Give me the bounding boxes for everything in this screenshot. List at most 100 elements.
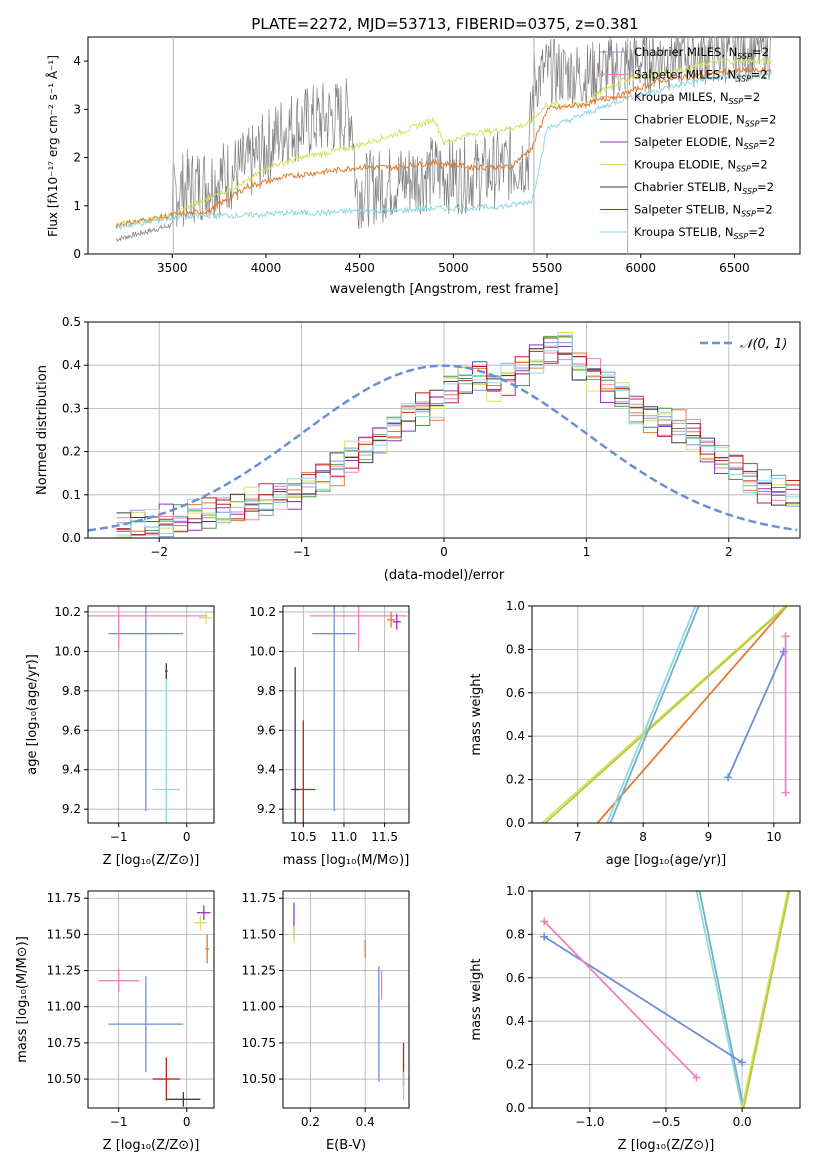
x-tick-label: 11.5 (371, 830, 398, 844)
spectrum-x-tick-label: 4500 (344, 261, 375, 275)
spectrum-y-tick-label: 4 (73, 54, 81, 68)
spectrum-panel: 3500 4000 4500 5000 5500 6000 6500 0 1 2 3 4 wavel… (45, 35, 801, 297)
y-tick-label: 0.4 (506, 729, 525, 743)
spectrum-y-ticks: 0 1 2 3 4 (73, 54, 88, 261)
residual-x-tick-label: 0 (440, 545, 448, 559)
x-tick-label: 9 (705, 830, 713, 844)
normal-legend-label: 𝒩(0, 1) (740, 337, 787, 352)
y-tick-label: 0.6 (506, 971, 525, 985)
spectrum-y-tick-label: 1 (73, 199, 81, 213)
residual-x-tick-label: 1 (583, 545, 591, 559)
legend-suffix: =2 (758, 135, 775, 149)
legend-label: Chabrier ELODIE, N (634, 113, 745, 127)
panel-y-label: age [log₁₀(age/yr)] (25, 654, 40, 775)
spectrum-x-tick-label: 4000 (251, 261, 282, 275)
x-tick-label: 10.5 (290, 830, 317, 844)
panel-x-label: Z [log₁₀(Z/Z⊙)] (103, 853, 200, 868)
legend-suffix: =2 (743, 90, 760, 104)
spectrum-series-0 (115, 35, 772, 243)
parameter-panel-3: 10.5 11.0 11.5 9.2 9.4 9.6 9.8 10.0 10.2 mass [lo… (249, 605, 410, 868)
weight-marker (724, 773, 733, 782)
legend-entry: Chabrier MILES, NSSP=2 (634, 45, 769, 61)
panel-marks (291, 606, 408, 823)
residual-y-tick-label: 0.5 (62, 315, 81, 329)
y-tick-label: 0.2 (506, 1058, 525, 1072)
residual-y-label: Normed distribution (35, 365, 50, 495)
legend-entry: Kroupa ELODIE, NSSP=2 (634, 158, 768, 174)
weight-marker (540, 917, 549, 926)
weight-line-5 (727, 651, 785, 778)
y-tick-label: 9.8 (257, 684, 276, 698)
spectrum-series-1 (115, 57, 772, 228)
parameter-panels: −1 0 9.2 9.4 9.6 9.8 10.0 10.2 Z [log₁₀(Z/Z⊙)] ag… (15, 599, 801, 1153)
legend-entry: Salpeter MILES, NSSP=2 (634, 68, 768, 84)
legend-suffix: =2 (760, 113, 777, 127)
weight-marker (738, 1058, 747, 1067)
legend-entry: Chabrier STELIB, NSSP=2 (634, 180, 774, 196)
x-tick-label: 7 (574, 830, 582, 844)
x-tick-label: 0.4 (356, 1115, 375, 1129)
residual-histogram-8 (116, 334, 800, 536)
y-tick-label: 9.2 (62, 802, 81, 816)
spectrum-lines (115, 35, 772, 243)
panel-x-label: mass [log₁₀(M/M⊙)] (283, 853, 410, 868)
panel-axes (87, 605, 215, 824)
weight-line-0 (596, 606, 788, 823)
legend-entry: Kroupa STELIB, NSSP=2 (634, 225, 765, 241)
x-tick-label: −0.5 (651, 1115, 680, 1129)
spectrum-y-label: Flux [fλ10⁻¹⁷ erg cm⁻² s⁻¹ Å⁻¹] (45, 55, 60, 237)
legend-entry: Salpeter ELODIE, NSSP=2 (634, 135, 775, 151)
weight-line-2 (741, 891, 789, 1108)
y-tick-label: 0.4 (506, 1014, 525, 1028)
panel-axes (531, 605, 801, 824)
legend-label: Chabrier MILES, N (634, 45, 737, 59)
weight-marker (692, 1073, 701, 1082)
weight-marker (781, 632, 790, 641)
legend-suffix: =2 (756, 203, 773, 217)
spectrum-y-tick-label: 3 (73, 102, 81, 116)
x-tick-label: 8 (639, 830, 647, 844)
panel-marks (88, 606, 213, 823)
spectrum-series-2 (115, 66, 772, 229)
y-tick-label: 10.50 (47, 1072, 81, 1086)
spectrum-vlines (172, 37, 629, 254)
x-tick-label: 0.2 (301, 1115, 320, 1129)
legend-sub: SSP (741, 210, 756, 219)
y-tick-label: 10.50 (242, 1072, 276, 1086)
panel-axes (282, 890, 410, 1109)
panel-x-label: Z [log₁₀(Z/Z⊙)] (103, 1138, 200, 1153)
legend-label: Kroupa STELIB, N (634, 225, 734, 239)
legend-sub: SSP (742, 187, 757, 196)
weight-line-2 (544, 606, 788, 823)
panel-marks (98, 905, 211, 1107)
spectrum-x-tick-label: 6500 (719, 261, 750, 275)
legend-label: Kroupa ELODIE, N (634, 158, 736, 172)
legend-suffix: =2 (748, 225, 765, 239)
panel-x-label: age [log₁₀(age/yr)] (606, 853, 727, 868)
x-tick-label: −1 (110, 1115, 128, 1129)
residual-y-ticks: 0.0 0.1 0.2 0.3 0.4 0.5 (62, 315, 88, 545)
legend-sub: SSP (745, 120, 760, 129)
legend-sub: SSP (737, 52, 752, 61)
y-tick-label: 0.8 (506, 927, 525, 941)
legend-suffix: =2 (751, 68, 768, 82)
legend-suffix: =2 (757, 180, 774, 194)
spectrum-x-label: wavelength [Angstrom, rest frame] (330, 282, 559, 297)
legend-sub: SSP (744, 142, 759, 151)
weight-line-5 (543, 920, 698, 1079)
weight-marker (540, 932, 549, 941)
residual-x-tick-label: −2 (150, 545, 168, 559)
parameter-panel-7: −1.0 −0.5 0.0 0.0 0.2 0.4 0.6 0.8 1.0 Z [log₁₀(Z/… (469, 884, 801, 1153)
legend-label: Salpeter MILES, N (634, 68, 736, 82)
residual-y-tick-label: 0.3 (62, 401, 81, 415)
y-tick-label: 9.4 (257, 763, 276, 777)
legend-label: Chabrier STELIB, N (634, 180, 742, 194)
parameter-panel-2: −1 0 9.2 9.4 9.6 9.8 10.0 10.2 Z [log₁₀(Z/Z⊙)] ag… (25, 605, 215, 868)
residual-grid (88, 321, 800, 539)
weight-line-1 (698, 891, 745, 1108)
legend-sub: SSP (736, 75, 751, 84)
spectrum-x-ticks: 3500 4000 4500 5000 5500 6000 6500 (157, 254, 750, 275)
panel-marks (541, 606, 790, 823)
panel-y-label: mass weight (469, 958, 484, 1040)
